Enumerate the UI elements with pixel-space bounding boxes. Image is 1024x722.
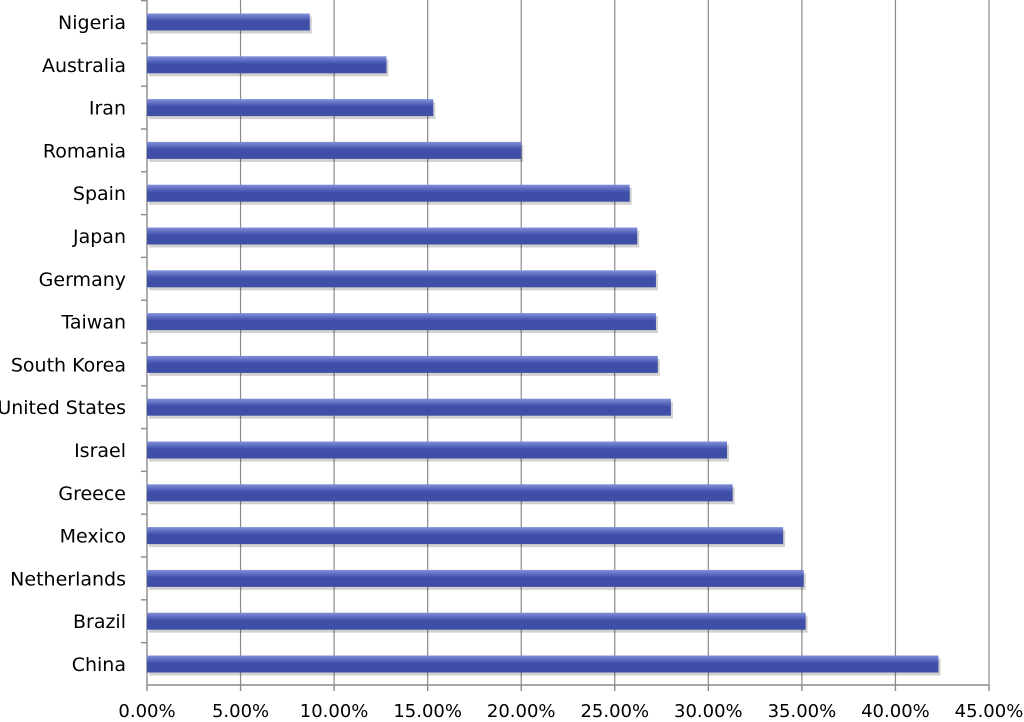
bar-japan xyxy=(147,227,638,245)
x-tick-label: 15.00% xyxy=(393,701,462,722)
category-label: Germany xyxy=(39,269,126,291)
bar-iran xyxy=(147,99,434,117)
category-label: Iran xyxy=(89,98,126,120)
bar-israel xyxy=(147,441,728,459)
bar-south-korea xyxy=(147,355,658,373)
bar-mexico xyxy=(147,527,784,545)
category-label: Netherlands xyxy=(10,568,126,590)
category-label: Spain xyxy=(73,183,126,205)
bar-brazil xyxy=(147,612,806,630)
category-label: United States xyxy=(0,397,126,419)
x-tick-label: 30.00% xyxy=(674,701,743,722)
bar-china xyxy=(147,655,939,673)
category-label: China xyxy=(72,654,126,676)
bars xyxy=(147,13,941,676)
category-label: Israel xyxy=(74,440,126,462)
bar-spain xyxy=(147,184,630,202)
bar-greece xyxy=(147,484,733,502)
x-tick-label: 40.00% xyxy=(861,701,930,722)
category-labels: Nigeria Australia Iran Romania Spain Japan Ger… xyxy=(0,12,126,676)
x-tick-label: 35.00% xyxy=(768,701,837,722)
category-label: Taiwan xyxy=(60,312,126,334)
x-tick-labels: 0.00% 5.00% 10.00% 15.00% 20.00% 25.00% 30.00%… xyxy=(118,701,1023,722)
category-label: Romania xyxy=(43,140,126,162)
bar-nigeria xyxy=(147,13,310,31)
x-tick-label: 45.00% xyxy=(955,701,1024,722)
category-label: Brazil xyxy=(73,611,126,633)
category-label: South Korea xyxy=(11,354,126,376)
category-label: Australia xyxy=(42,55,126,77)
category-label: Japan xyxy=(72,226,126,248)
bar-romania xyxy=(147,141,522,159)
x-tick-label: 20.00% xyxy=(487,701,556,722)
x-tick-label: 25.00% xyxy=(580,701,649,722)
bar-australia xyxy=(147,56,387,74)
x-tick-label: 0.00% xyxy=(118,701,175,722)
bar-netherlands xyxy=(147,569,804,587)
bar-united-states xyxy=(147,398,671,416)
category-label: Mexico xyxy=(60,526,126,548)
x-tick-label: 10.00% xyxy=(300,701,369,722)
category-label: Greece xyxy=(58,483,126,505)
x-tick-label: 5.00% xyxy=(212,701,269,722)
category-label: Nigeria xyxy=(58,12,126,34)
bar-germany xyxy=(147,270,656,288)
bar-taiwan xyxy=(147,313,656,331)
